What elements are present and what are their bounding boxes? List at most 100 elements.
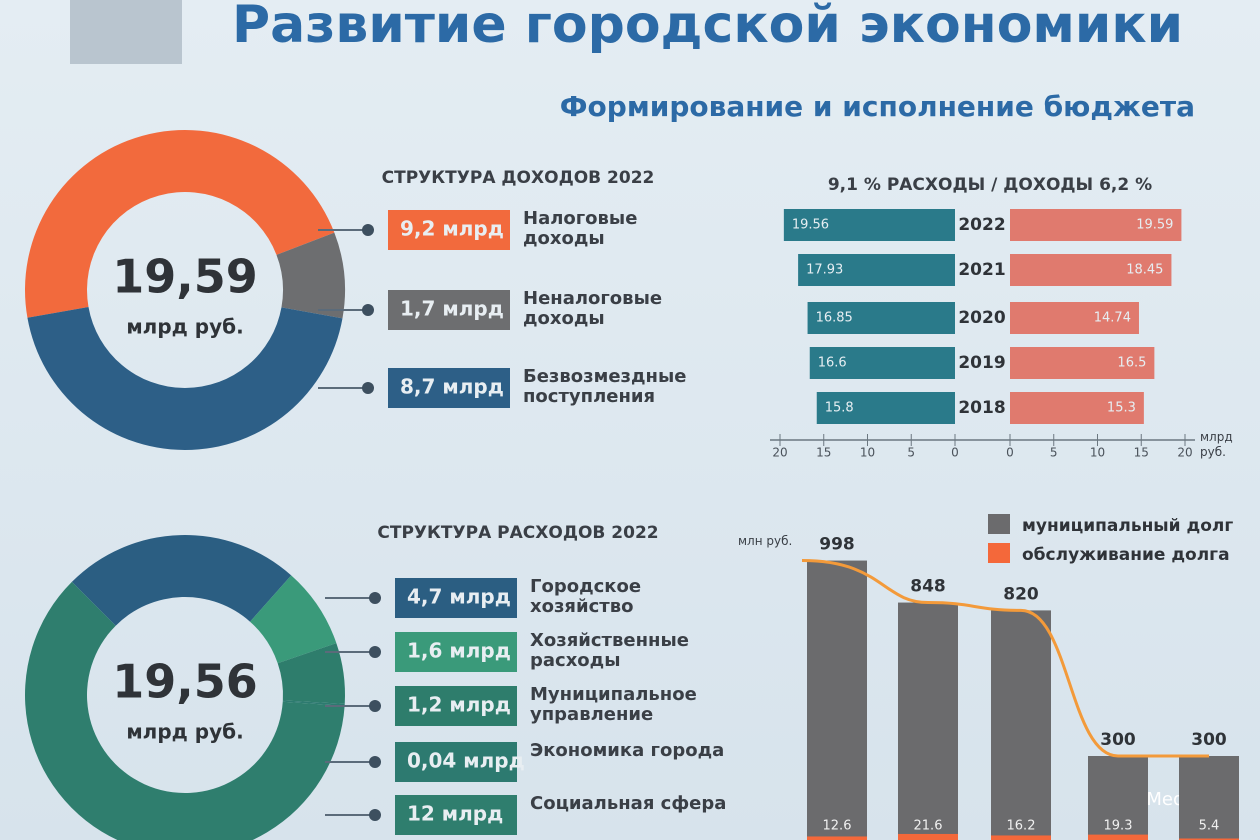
- bar-value-label: 17.93: [806, 263, 843, 278]
- category-label-box: Экономика города: [530, 741, 725, 761]
- category-label-box: Хозяйственные расходы: [530, 631, 689, 671]
- donut-slice: [24, 129, 335, 318]
- legend-box: [395, 632, 517, 672]
- x-tick-label: 15: [816, 446, 831, 460]
- category-label-box: Налоговые доходы: [523, 209, 638, 249]
- value-label: 0,04 млрд: [407, 749, 525, 773]
- coat-of-arms: [70, 0, 182, 64]
- year-label: 2018: [958, 398, 1005, 418]
- chart-title: 9,1 % РАСХОДЫ / ДОХОДЫ 6,2 %: [828, 175, 1152, 195]
- center-value: 19,59: [112, 250, 258, 304]
- donut-slice: [282, 700, 345, 706]
- bar: [1088, 834, 1148, 840]
- connector-dot: [369, 592, 381, 604]
- bar-value-label: 15.8: [825, 401, 854, 416]
- connector-dot: [369, 756, 381, 768]
- chart-title: СТРУКТУРА ДОХОДОВ 2022: [382, 168, 655, 188]
- bar: [1010, 302, 1139, 334]
- legend-swatch: [988, 543, 1010, 563]
- bar: [816, 392, 955, 424]
- legend-box: [388, 210, 510, 250]
- value-label: 12 млрд: [407, 802, 503, 826]
- bar: [807, 836, 867, 840]
- center-unit: млрд руб.: [126, 720, 243, 744]
- bar-value-label: 848: [910, 577, 946, 597]
- bar: [798, 254, 955, 286]
- y-unit: млн руб.: [738, 534, 793, 548]
- x-tick-label: 10: [1090, 446, 1105, 460]
- x-tick-label: 5: [907, 446, 915, 460]
- legend-box: [388, 368, 510, 408]
- connector-dot: [362, 224, 374, 236]
- category-label: Налоговые доходы: [523, 209, 638, 249]
- bar: [807, 560, 867, 840]
- bar-value-label: 12.6: [823, 819, 852, 834]
- bar-value-label: 19.3: [1104, 819, 1133, 834]
- connector-dot: [362, 382, 374, 394]
- category-label: Безвозмездные поступления: [523, 367, 687, 407]
- x-tick-label: 20: [772, 446, 787, 460]
- y-unit-box: млн руб.: [738, 534, 793, 548]
- category-label: Социальная сфера: [530, 794, 727, 814]
- legend-box: [388, 290, 510, 330]
- year-label: 2022: [958, 215, 1005, 235]
- value-label: 1,2 млрд: [407, 693, 511, 717]
- bar: [807, 302, 955, 334]
- bar: [1179, 838, 1239, 840]
- category-label-box: Городское хозяйство: [530, 577, 642, 617]
- donut-slice: [71, 535, 292, 626]
- value-label: 9,2 млрд: [400, 217, 504, 241]
- legend-label: обслуживание долга: [1022, 545, 1230, 565]
- bar-value-label: 14.74: [1094, 311, 1131, 326]
- bar: [1010, 392, 1144, 424]
- donut-slice: [250, 575, 337, 664]
- legend-box: [395, 742, 517, 782]
- connector-dot: [362, 304, 374, 316]
- axis-unit: млрд руб.: [1200, 430, 1233, 459]
- trend-line: [801, 559, 1209, 758]
- category-label-box: Неналоговые доходы: [523, 289, 662, 329]
- year-label: 2020: [958, 308, 1005, 328]
- bar-value-label: 820: [1003, 584, 1039, 604]
- year-label: 2019: [958, 353, 1005, 373]
- bar: [991, 835, 1051, 840]
- axis-unit-box: млрд руб.: [1200, 430, 1233, 459]
- x-tick-label: 15: [1134, 446, 1149, 460]
- x-tick-label: 0: [951, 446, 959, 460]
- donut-slice: [25, 581, 345, 840]
- bar-value-label: 300: [1191, 730, 1227, 750]
- value-label: 4,7 млрд: [407, 585, 511, 609]
- bar-value-label: 19.56: [792, 218, 829, 233]
- bar-value-label: 21.6: [914, 819, 943, 834]
- chart-title: СТРУКТУРА РАСХОДОВ 2022: [377, 523, 658, 543]
- x-tick-label: 10: [860, 446, 875, 460]
- connector-dot: [369, 700, 381, 712]
- bar-value-label: 998: [819, 535, 855, 555]
- subtitle: Формирование и исполнение бюджета: [560, 90, 1195, 123]
- bar: [991, 610, 1051, 840]
- connector-dot: [369, 809, 381, 821]
- bar: [809, 347, 955, 379]
- donut-slice: [27, 307, 343, 450]
- category-label-box: Муниципальное управление: [530, 685, 697, 725]
- bar-value-label: 18.45: [1126, 263, 1163, 278]
- category-label: Муниципальное управление: [530, 685, 697, 725]
- bar: [1010, 254, 1172, 286]
- category-label: Городское хозяйство: [530, 577, 642, 617]
- bar-value-label: 19.59: [1136, 218, 1173, 233]
- legend-box: [395, 686, 517, 726]
- x-tick-label: 5: [1050, 446, 1058, 460]
- value-label: 8,7 млрд: [400, 375, 504, 399]
- legend-box: [395, 578, 517, 618]
- category-label-box: Безвозмездные поступления: [523, 367, 687, 407]
- value-label: 1,7 млрд: [400, 297, 504, 321]
- category-label: Экономика города: [530, 741, 725, 761]
- bar-value-label: 16.2: [1007, 819, 1036, 834]
- connector-dot: [369, 646, 381, 658]
- bar: [783, 209, 955, 241]
- bar-value-label: 5.4: [1199, 819, 1220, 834]
- title: Развитие городской экономики: [232, 0, 1183, 55]
- category-label: Хозяйственные расходы: [530, 631, 689, 671]
- bar: [898, 602, 958, 840]
